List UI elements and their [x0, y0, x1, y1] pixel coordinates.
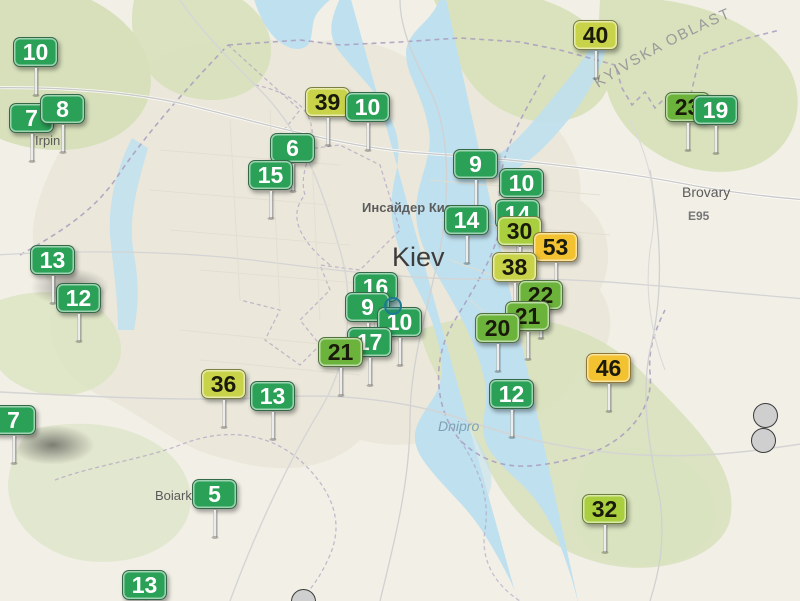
svg-text:Boiark: Boiark: [155, 488, 192, 503]
svg-text:Kiev: Kiev: [392, 242, 445, 272]
svg-text:E95: E95: [688, 209, 710, 223]
svg-text:Irpin: Irpin: [35, 133, 60, 148]
svg-text:Brovary: Brovary: [682, 184, 730, 200]
svg-text:Dnipro: Dnipro: [438, 418, 479, 434]
